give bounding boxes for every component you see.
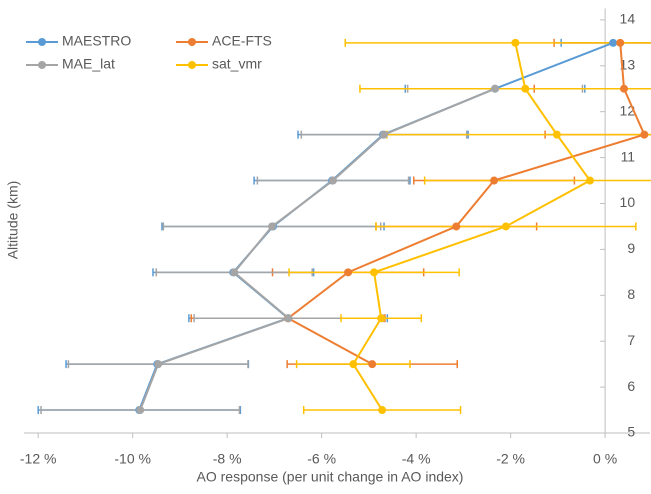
- point: [552, 130, 561, 139]
- point: [377, 314, 386, 323]
- series-line: [286, 42, 646, 366]
- x-axis-title: AO response (per unit change in AO index…: [197, 469, 464, 485]
- legend-label: sat_vmr: [212, 56, 262, 72]
- point: [511, 38, 520, 47]
- legend-label: ACE-FTS: [212, 33, 272, 49]
- point: [378, 406, 387, 415]
- legend-marker: [188, 38, 196, 46]
- y-tick-label: 10: [620, 194, 636, 210]
- point: [136, 406, 145, 415]
- point: [490, 176, 499, 185]
- y-tick-label: 9: [627, 240, 635, 256]
- point: [609, 38, 618, 47]
- legend-label: MAESTRO: [62, 33, 131, 49]
- y-tick-label: 8: [627, 286, 635, 302]
- point: [368, 360, 377, 369]
- x-tick-label: -12 %: [20, 451, 57, 467]
- point: [521, 84, 530, 93]
- point: [328, 176, 337, 185]
- y-tick-label: 13: [620, 56, 636, 72]
- x-tick-label: -2 %: [496, 451, 525, 467]
- legend-marker: [38, 38, 46, 46]
- y-axis-title: Altitude (km): [5, 181, 21, 260]
- x-tick-label: -4 %: [402, 451, 431, 467]
- series-line: [139, 87, 496, 411]
- x-tick-label: 0 %: [593, 451, 617, 467]
- point: [491, 84, 500, 93]
- point: [230, 268, 239, 277]
- point: [284, 314, 293, 323]
- point: [620, 84, 629, 93]
- point: [616, 38, 625, 47]
- y-tick-label: 11: [621, 148, 636, 164]
- legend-marker: [38, 61, 46, 69]
- y-tick-label: 14: [620, 11, 636, 27]
- x-tick-label: -8 %: [213, 451, 242, 467]
- y-tick-label: 7: [627, 332, 635, 348]
- x-tick-label: -6 %: [307, 451, 336, 467]
- x-tick-label: -10 %: [114, 451, 151, 467]
- point: [501, 222, 510, 231]
- point: [154, 360, 163, 369]
- point: [349, 360, 358, 369]
- point: [380, 130, 389, 139]
- y-tick-label: 5: [627, 424, 635, 440]
- point: [452, 222, 461, 231]
- point: [370, 268, 379, 277]
- y-tick-label: 6: [627, 378, 635, 394]
- legend-marker: [188, 61, 196, 69]
- legend-label: MAE_lat: [62, 56, 115, 72]
- point: [585, 176, 594, 185]
- point: [268, 222, 277, 231]
- point: [344, 268, 353, 277]
- point: [640, 130, 649, 139]
